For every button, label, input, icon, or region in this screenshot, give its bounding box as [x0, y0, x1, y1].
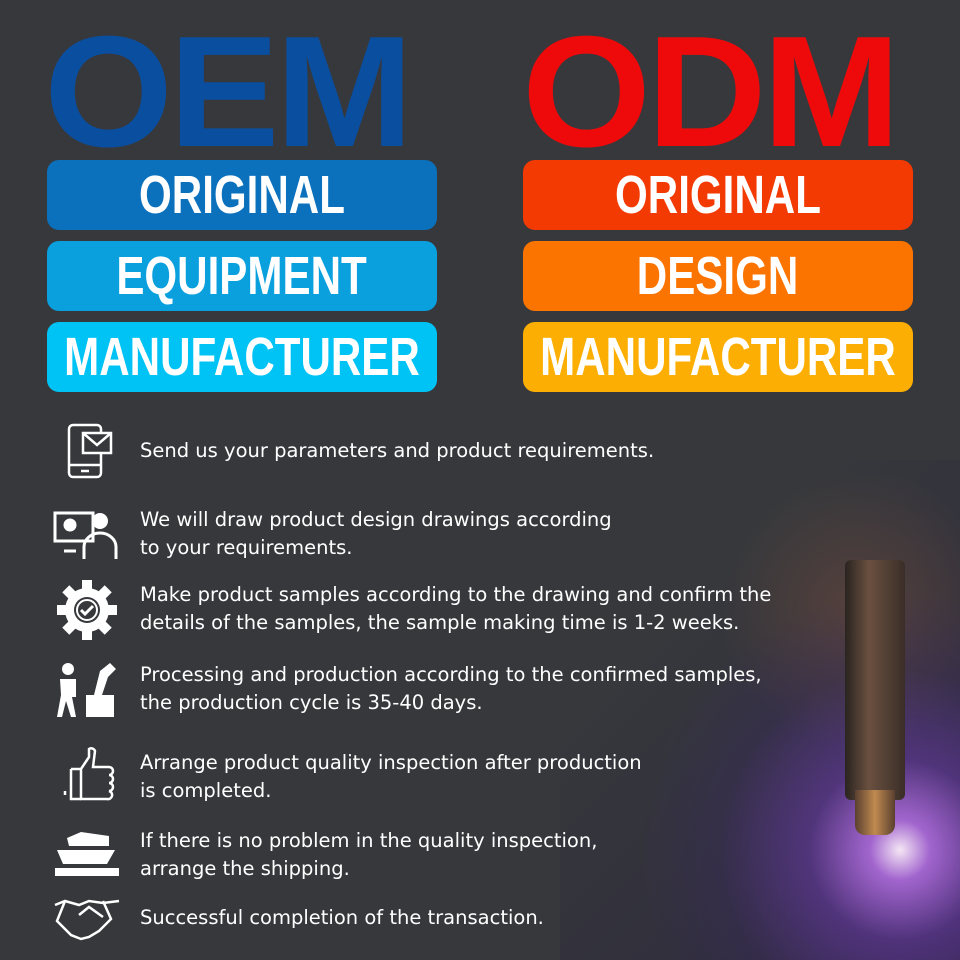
step-2: We will draw product design drawings acc…	[52, 505, 612, 565]
oem-pill-manufacturer: MANUFACTURER	[47, 322, 437, 392]
oem-line: ORIGINAL	[139, 165, 345, 225]
thumbs-up-icon	[52, 745, 122, 805]
gear-check-icon	[52, 580, 122, 640]
cutting-torch-tip	[855, 790, 895, 835]
step-1: Send us your parameters and product requ…	[52, 421, 654, 481]
step-text: to your requirements.	[140, 536, 353, 559]
step-text: the production cycle is 35-40 days.	[140, 691, 483, 714]
step-text: Successful completion of the transaction…	[140, 906, 544, 929]
cutting-torch	[845, 560, 905, 800]
step-text: Make product samples according to the dr…	[140, 583, 772, 606]
step-text: If there is no problem in the quality in…	[140, 829, 598, 852]
oem-pill-original: ORIGINAL	[47, 160, 437, 230]
odm-title: ODM	[522, 4, 901, 180]
oem-line: EQUIPMENT	[116, 246, 368, 306]
oem-title: OEM	[44, 4, 414, 180]
step-text: arrange the shipping.	[140, 857, 350, 880]
step-text: Send us your parameters and product requ…	[140, 439, 655, 462]
step-7: Successful completion of the transaction…	[52, 888, 544, 948]
odm-pill-manufacturer: MANUFACTURER	[523, 322, 913, 392]
odm-pill-design: DESIGN	[523, 241, 913, 311]
designer-computer-icon	[52, 505, 122, 565]
step-text: details of the samples, the sample makin…	[140, 611, 740, 634]
oem-line: MANUFACTURER	[64, 327, 420, 387]
cargo-ship-icon	[52, 823, 122, 883]
worker-robot-arm-icon	[52, 659, 122, 719]
step-5: Arrange product quality inspection after…	[52, 745, 642, 805]
step-text: is completed.	[140, 779, 272, 802]
odm-line: MANUFACTURER	[540, 327, 896, 387]
oem-pill-equipment: EQUIPMENT	[47, 241, 437, 311]
step-3: Make product samples according to the dr…	[52, 580, 771, 640]
step-text: Processing and production according to t…	[140, 663, 762, 686]
step-6: If there is no problem in the quality in…	[52, 823, 597, 883]
step-text: Arrange product quality inspection after…	[140, 751, 642, 774]
step-text: We will draw product design drawings acc…	[140, 508, 612, 531]
odm-line: ORIGINAL	[615, 165, 821, 225]
odm-pill-original: ORIGINAL	[523, 160, 913, 230]
step-4: Processing and production according to t…	[52, 659, 762, 719]
phone-mail-icon	[52, 421, 122, 481]
handshake-icon	[52, 888, 122, 948]
odm-line: DESIGN	[637, 246, 799, 306]
